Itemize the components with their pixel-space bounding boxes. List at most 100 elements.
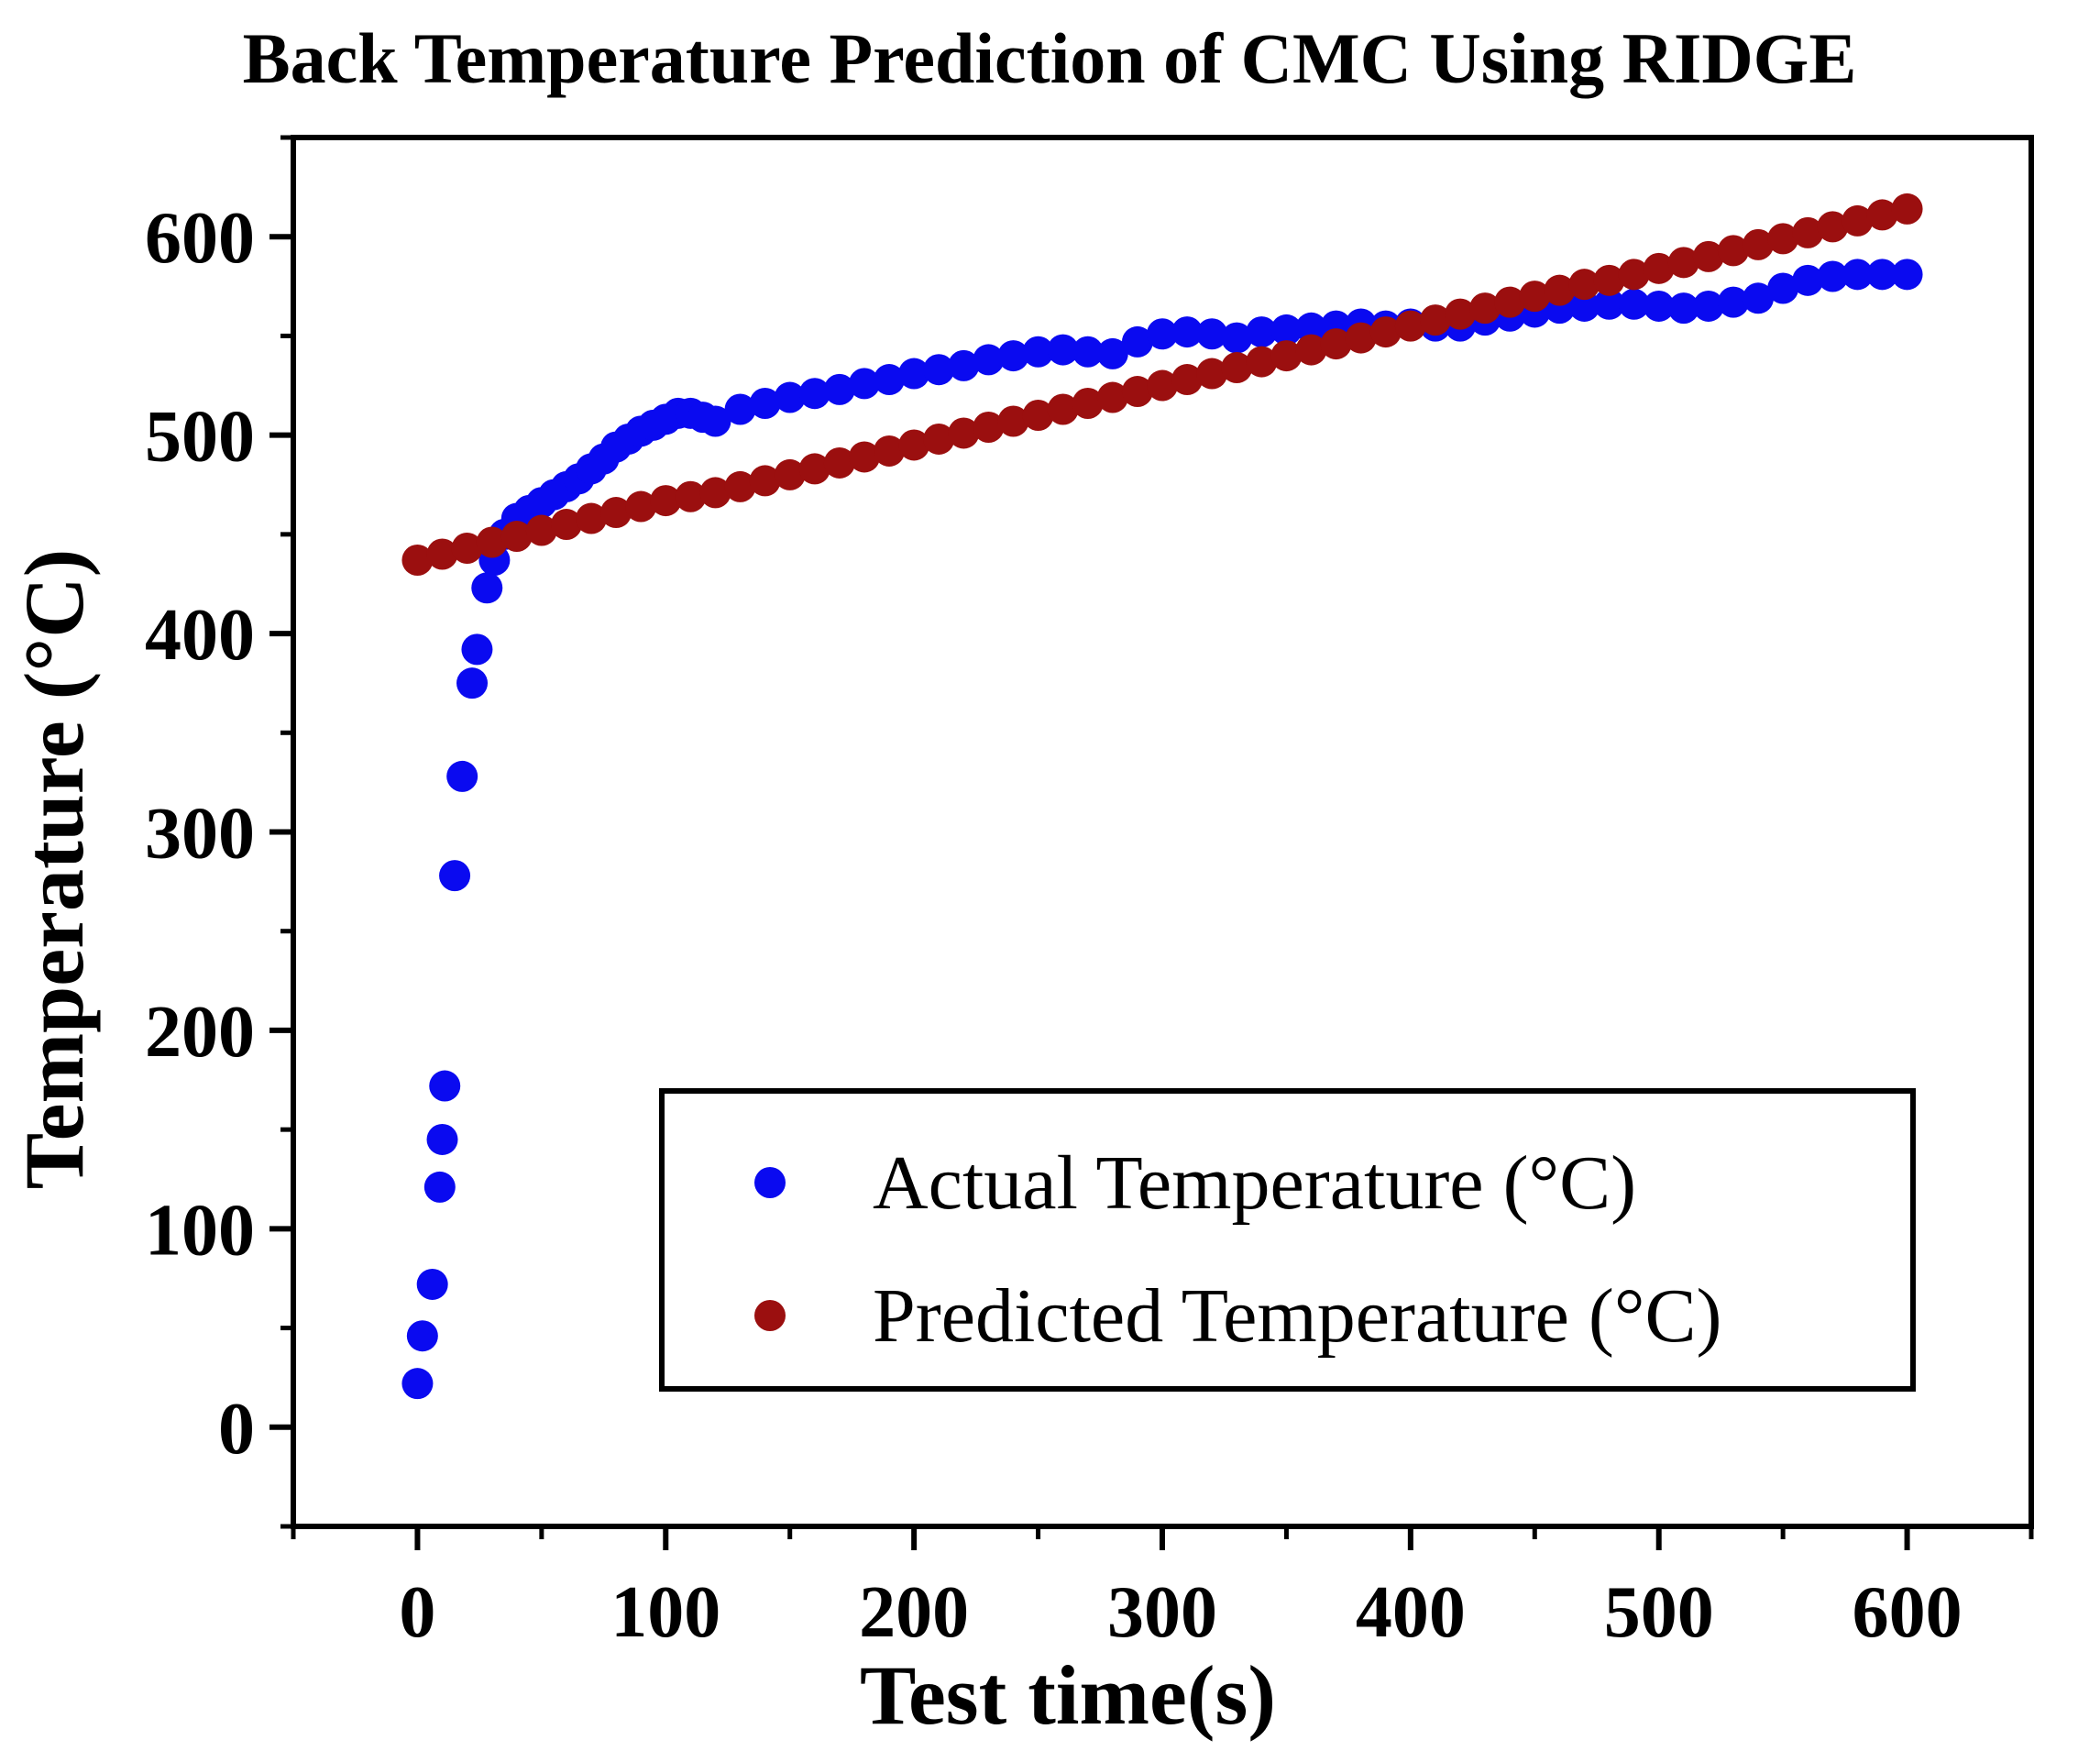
actual-point [1568,290,1600,322]
actual-point [1047,334,1079,366]
predicted-point [1618,259,1650,291]
predicted-point [1469,292,1501,325]
predicted-point [451,533,483,565]
predicted-point [1246,346,1278,378]
actual-point [1891,259,1923,291]
actual-point [1121,325,1153,358]
predicted-point [1717,235,1749,267]
predicted-point [1692,240,1724,272]
actual-point [1643,290,1675,322]
predicted-point [1096,381,1128,413]
actual-point [1593,288,1625,320]
predicted-point [1519,281,1551,313]
predicted-point [1568,269,1600,301]
actual-point [774,381,806,413]
predicted-point [476,526,508,558]
actual-point [439,860,471,892]
actual-point [1866,259,1898,291]
actual-point [1147,318,1178,350]
actual-point [724,393,756,425]
x-tick-label: 200 [859,1572,969,1653]
predicted-point [1593,264,1625,296]
actual-point [923,354,955,386]
predicted-point [997,405,1029,437]
x-tick-label: 0 [399,1572,435,1653]
actual-point [699,405,731,437]
predicted-point [948,417,980,449]
x-tick-label: 600 [1853,1572,1963,1653]
actual-point [1743,282,1775,314]
predicted-point [1072,388,1104,420]
actual-point [1667,292,1699,325]
legend-box [659,1088,1916,1392]
legend-label-actual: Actual Temperature (°C) [873,1140,1636,1226]
actual-point [446,760,478,792]
predicted-point [1221,352,1253,384]
actual-point [823,373,855,405]
series-layer [401,193,1923,1400]
predicted-point [724,470,756,502]
actual-point [798,378,830,410]
actual-point [401,1368,434,1400]
actual-point [471,572,503,604]
actual-point [1196,318,1228,350]
predicted-point [576,502,608,534]
actual-point [1295,312,1327,344]
predicted-point [1171,364,1204,396]
x-tick-label: 300 [1107,1572,1217,1653]
actual-point [1842,259,1874,291]
y-tick-label: 500 [145,397,255,478]
predicted-point [1891,193,1923,225]
predicted-point [426,538,458,570]
predicted-point [774,458,806,490]
x-axis-label: Test time(s) [860,1648,1276,1742]
actual-point [1767,272,1799,304]
y-axis-label: Temperature (°C) [7,549,101,1190]
actual-point [973,344,1005,376]
actual-point [1692,290,1724,322]
actual-point [848,368,880,400]
predicted-point [1643,252,1675,284]
predicted-point [749,465,781,497]
predicted-point [1842,204,1874,237]
predicted-point [1866,199,1898,231]
predicted-point [874,435,906,467]
predicted-point [1196,358,1228,390]
predicted-point [1743,228,1775,260]
predicted-point [699,477,731,509]
predicted-point [1022,400,1054,431]
predicted-point [823,446,855,479]
predicted-point [625,490,657,523]
predicted-point [1817,211,1849,243]
actual-point [1270,314,1303,346]
actual-point [898,358,930,390]
predicted-point [525,514,557,546]
actual-point [997,340,1029,372]
actual-point [1792,264,1824,296]
actual-point [1246,316,1278,348]
predicted-point [1270,340,1303,372]
actual-point [1717,286,1749,318]
legend: Actual Temperature (°C) Predicted Temper… [659,1088,1916,1392]
predicted-point [848,441,880,473]
y-tick-label: 100 [145,1190,255,1271]
predicted-point [898,429,930,461]
y-tick-label: 300 [145,794,255,875]
predicted-point [500,521,533,553]
y-tick-label: 600 [145,198,255,279]
y-axis: 0 100 200 300 400 500 600 [145,135,293,1529]
predicted-point [650,485,682,517]
chart-title: Back Temperature Prediction of CMC Using… [243,18,1857,98]
predicted-point [675,480,707,512]
actual-point [749,388,781,420]
actual-point [1221,322,1253,354]
predicted-point [1792,216,1824,248]
y-tick-label: 0 [218,1389,255,1470]
actual-point [1618,288,1650,320]
x-tick-label: 100 [610,1572,720,1653]
actual-point [1096,337,1128,369]
actual-point [1817,260,1849,292]
actual-point [423,1171,456,1203]
legend-marker-actual [754,1167,786,1198]
